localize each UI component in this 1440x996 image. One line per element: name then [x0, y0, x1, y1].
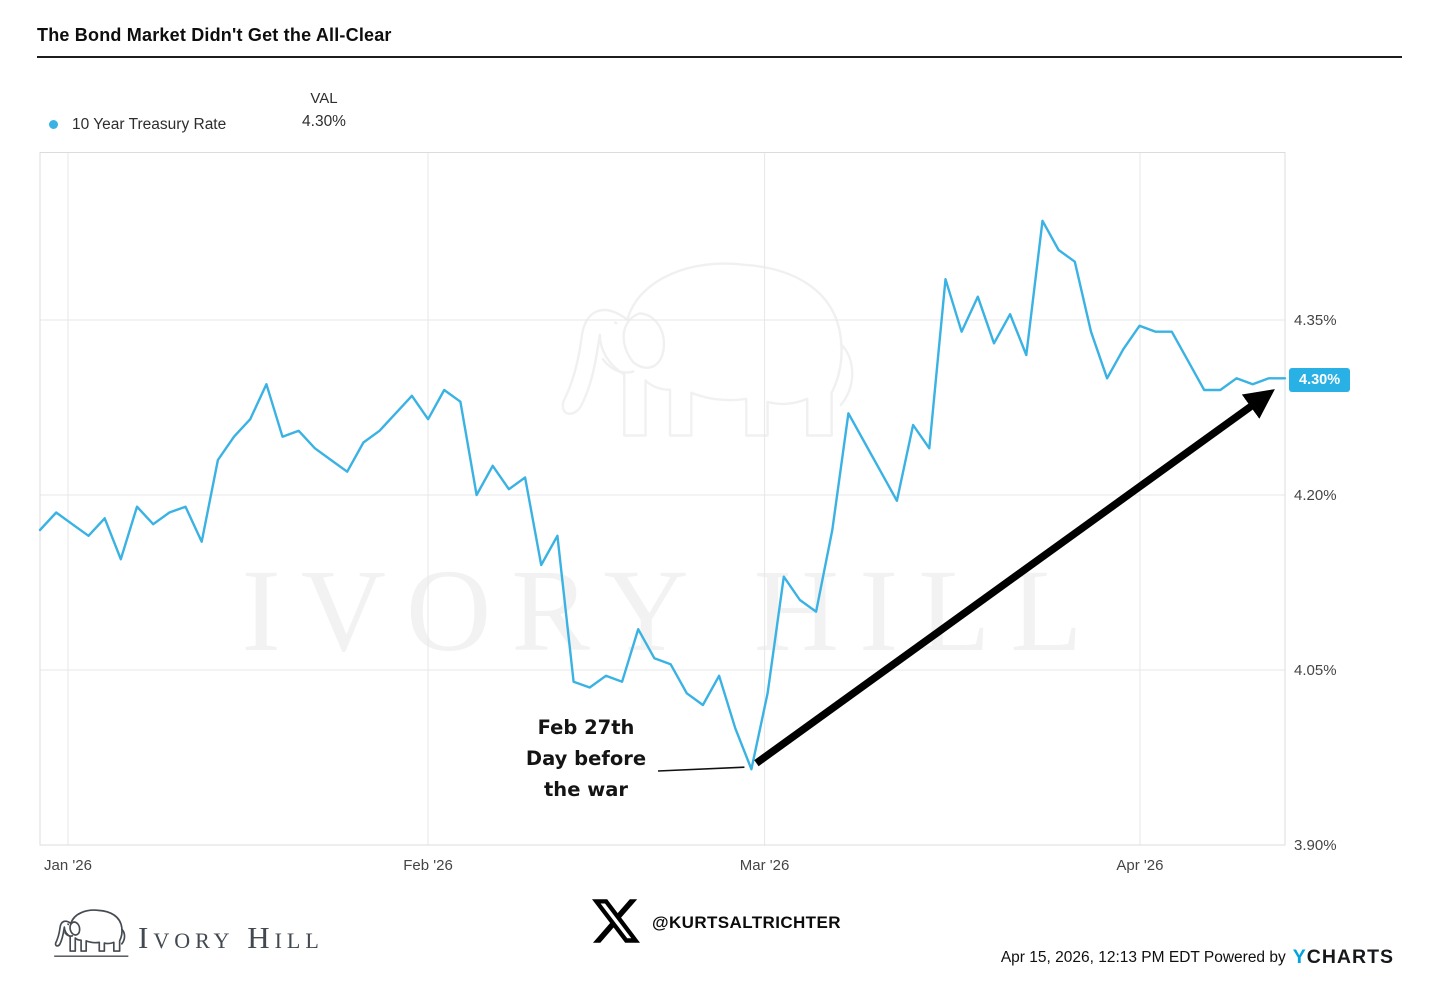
val-header: VAL — [310, 90, 338, 107]
val-value: 4.30% — [302, 113, 346, 130]
elephant-logo-icon — [54, 909, 129, 957]
x-axis-label: Jan '26 — [44, 857, 92, 874]
annotation-line: Day before — [525, 747, 647, 770]
y-axis-label: 3.90% — [1294, 837, 1337, 854]
watermark-elephant-icon — [561, 262, 854, 438]
war-arrow — [754, 389, 1275, 767]
current-value-badge: 4.30% — [1289, 368, 1351, 392]
x-logo-icon — [592, 899, 640, 943]
x-axis-label: Feb '26 — [403, 857, 453, 874]
x-axis-label: Apr '26 — [1116, 857, 1163, 874]
ycharts-y: Y — [1292, 946, 1307, 968]
attribution: Apr 15, 2026, 12:13 PM EDT Powered by YCH… — [1001, 946, 1394, 969]
plot-border — [39, 152, 1286, 846]
chart-title: The Bond Market Didn't Get the All-Clear — [37, 25, 392, 45]
watermark-text: IVORY HILL — [242, 545, 1103, 676]
legend-value-column: VAL 4.30% — [284, 90, 364, 131]
y-axis-label: 4.20% — [1294, 487, 1337, 504]
title-divider — [37, 56, 1402, 58]
chart-canvas: IVORY HILL Jan '26 Feb '26 Mar '26 Apr '26 4… — [38, 152, 1337, 874]
ycharts-rest: CHARTS — [1306, 946, 1394, 968]
treasury-rate-chart: IVORY HILL Jan '26 Feb '26 Mar '26 Apr '26 4… — [0, 152, 1440, 892]
twitter-handle: @KURTSALTRICHTER — [652, 913, 841, 932]
series-label: 10 Year Treasury Rate — [72, 116, 227, 133]
y-axis-label: 4.05% — [1294, 662, 1337, 679]
annotation-line: Feb 27th — [537, 716, 635, 739]
war-annotation: Feb 27th Day before the war — [486, 712, 686, 805]
annotation-connector — [657, 766, 745, 772]
treasury-rate-line — [38, 219, 1287, 771]
ivory-hill-wordmark: Ivory Hill — [138, 920, 324, 955]
timestamp-text: Apr 15, 2026, 12:13 PM EDT Powered by — [1000, 948, 1286, 966]
annotation-line: the war — [543, 778, 628, 801]
series-color-dot — [49, 120, 58, 129]
y-axis-label: 4.35% — [1294, 312, 1337, 329]
x-axis-label: Mar '26 — [740, 857, 790, 874]
ycharts-logo: YCHARTS — [1293, 946, 1394, 969]
